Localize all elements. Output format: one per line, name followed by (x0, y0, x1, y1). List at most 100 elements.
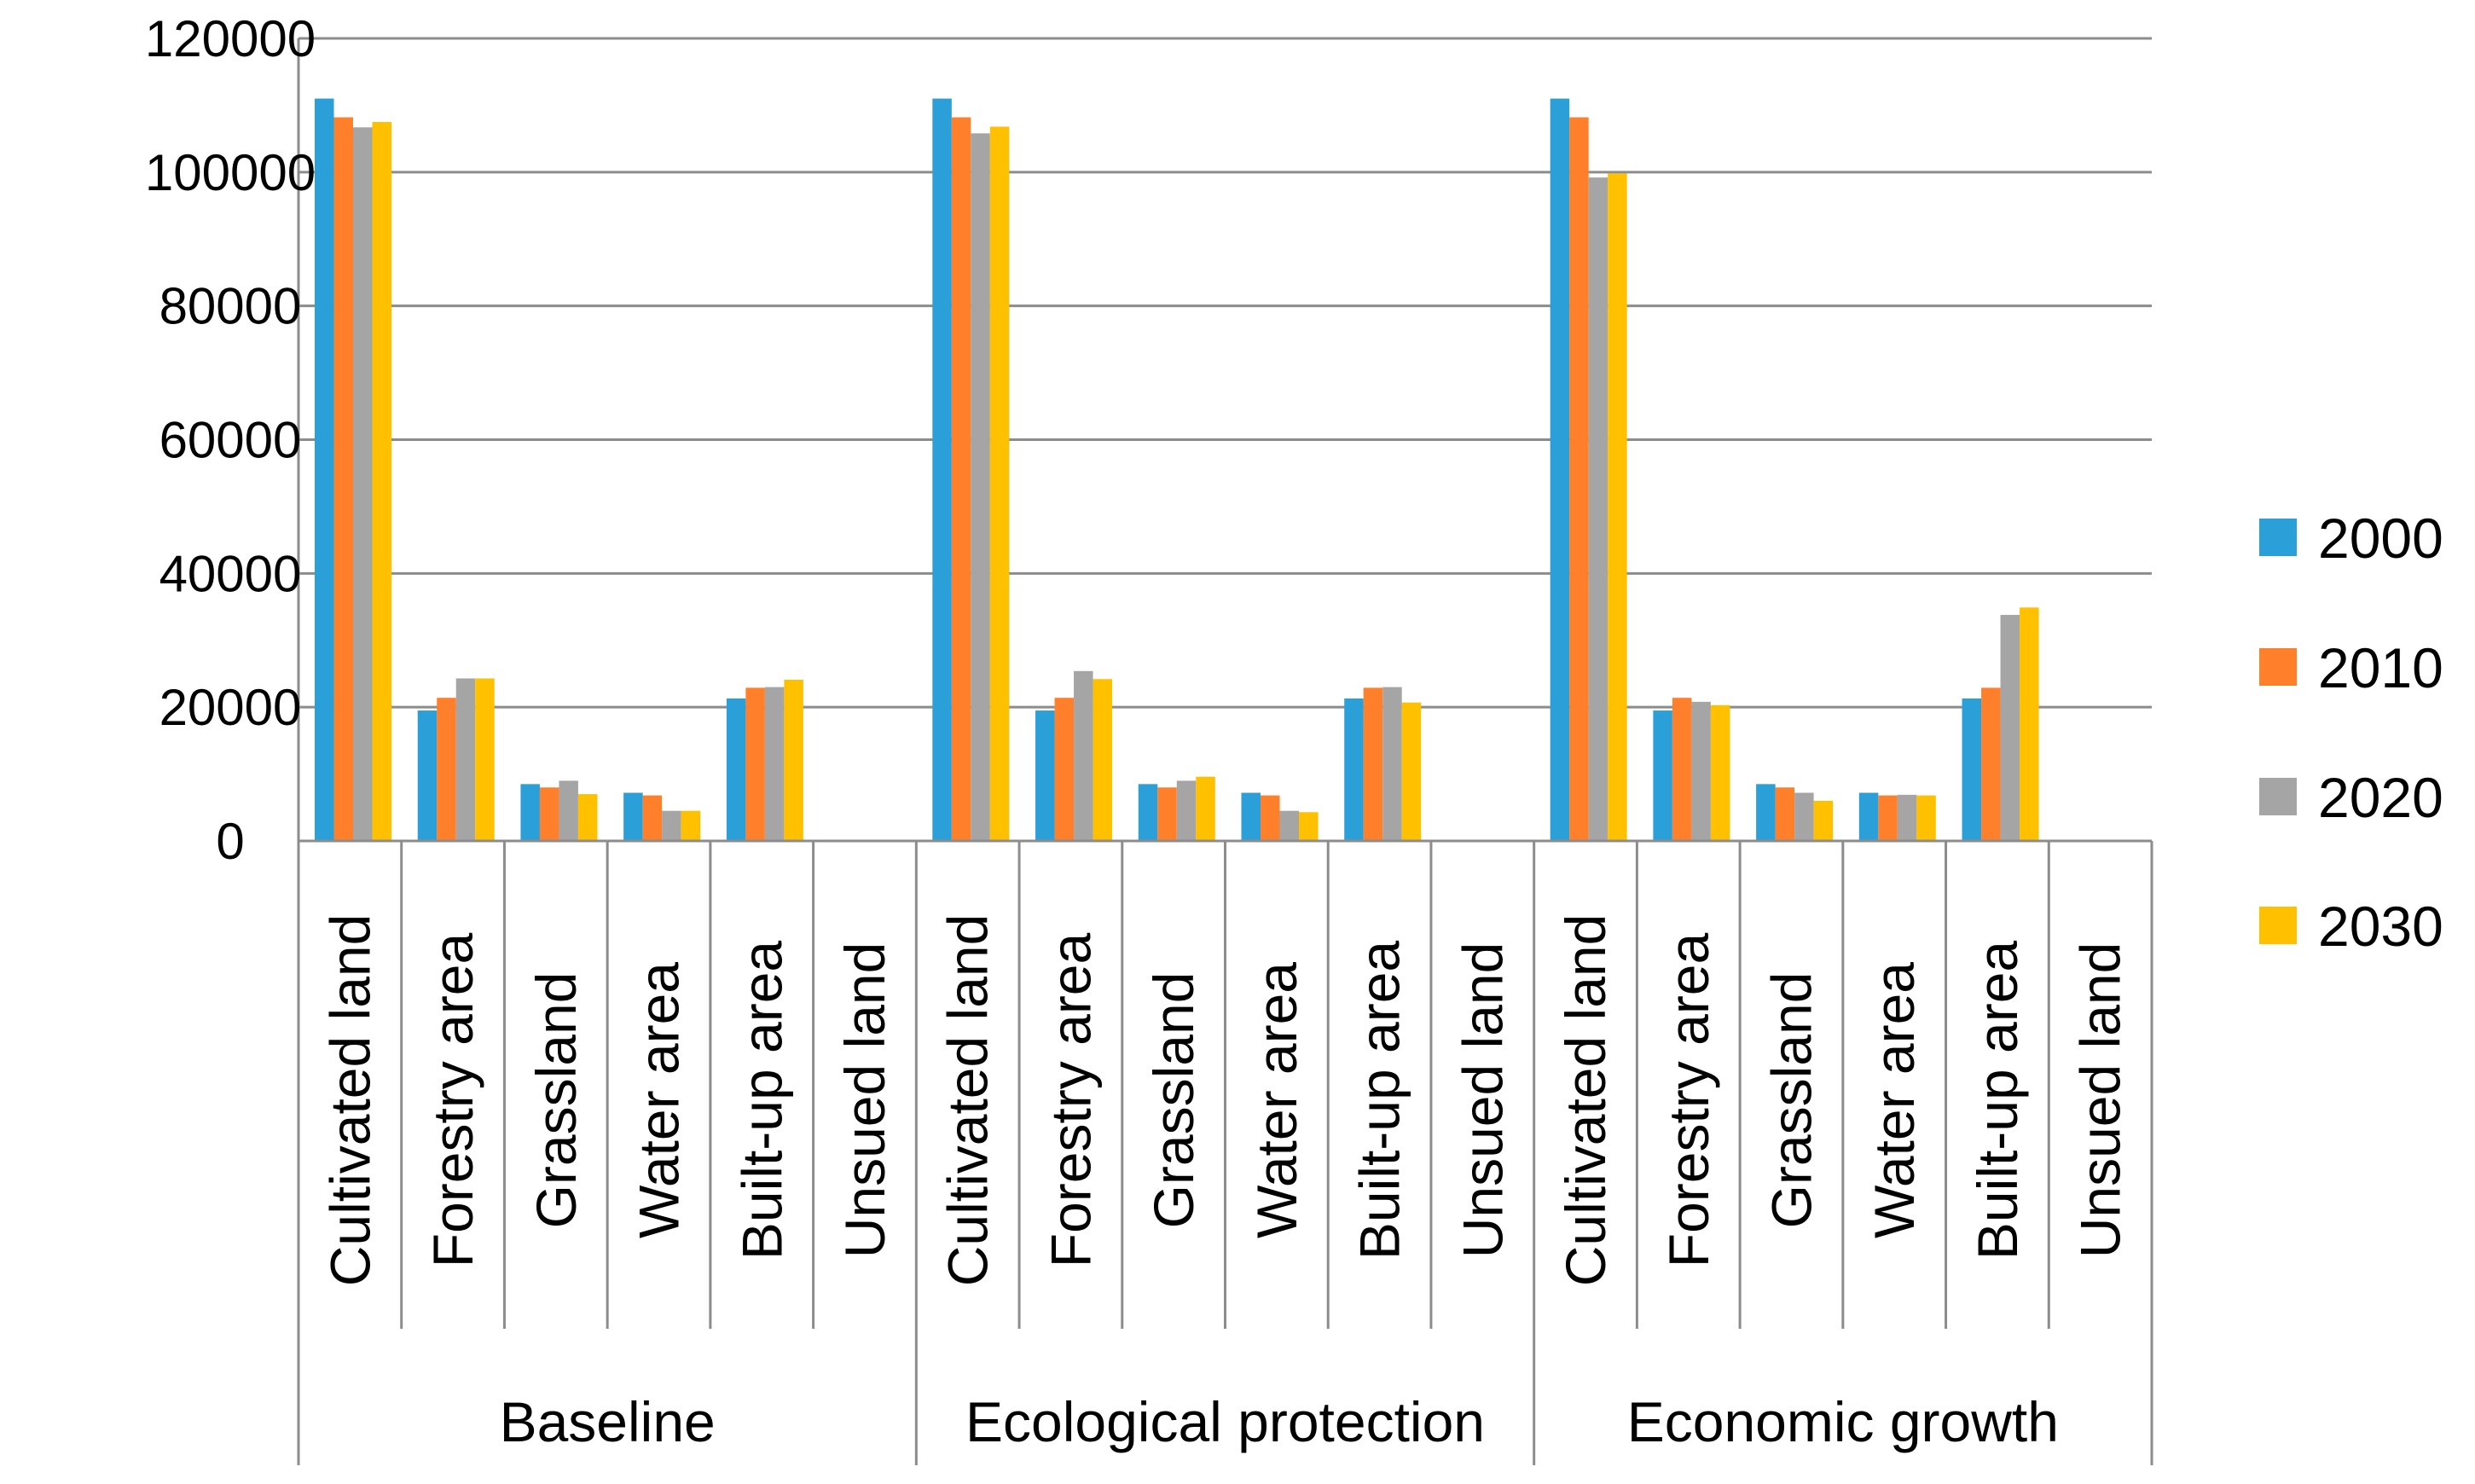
x-axis-group-labels: Baseline Ecological protection Economic gr… (500, 1390, 2059, 1453)
bar-baseline-cultivated-land-2020 (353, 127, 373, 841)
bar-economic-growth-forestry-area-2030 (1710, 704, 1730, 841)
bar-ecological-protection-forestry-area-2000 (1035, 710, 1055, 841)
category-label: Grassland (525, 972, 588, 1229)
bar-economic-growth-built-up-area-2020 (2000, 614, 2020, 841)
bar-ecological-protection-grassland-2000 (1138, 784, 1158, 841)
bar-ecological-protection-cultivated-land-2010 (951, 117, 971, 841)
bar-economic-growth-water-area-2000 (1858, 792, 1879, 841)
bar-ecological-protection-grassland-2020 (1176, 780, 1197, 841)
bar-economic-growth-forestry-area-2020 (1691, 701, 1711, 841)
bar-ecological-protection-forestry-area-2030 (1093, 679, 1113, 841)
bar-baseline-water-area-2020 (662, 810, 681, 841)
gridlines (299, 37, 2152, 709)
bar-economic-growth-cultivated-land-2010 (1569, 117, 1589, 841)
bar-baseline-grassland-2000 (520, 784, 540, 841)
bar-baseline-forestry-area-2010 (437, 698, 456, 841)
bar-ecological-protection-built-up-area-2030 (1401, 702, 1422, 841)
bars (315, 98, 2039, 842)
y-tick-label: 0 (216, 813, 244, 870)
bar-ecological-protection-grassland-2030 (1196, 776, 1215, 841)
bar-baseline-water-area-2030 (681, 810, 701, 841)
bar-baseline-cultivated-land-2030 (372, 122, 391, 842)
bar-baseline-built-up-area-2030 (784, 680, 803, 841)
category-label: Forestry area (1657, 932, 1720, 1267)
bar-economic-growth-water-area-2030 (1916, 795, 1936, 841)
bar-baseline-cultivated-land-2010 (333, 117, 353, 841)
bar-economic-growth-forestry-area-2000 (1653, 710, 1672, 841)
legend-label-2000: 2000 (2318, 507, 2443, 570)
bar-ecological-protection-cultivated-land-2030 (989, 126, 1010, 841)
bar-ecological-protection-built-up-area-2010 (1363, 687, 1383, 841)
bar-baseline-forestry-area-2030 (475, 678, 495, 841)
bar-ecological-protection-cultivated-land-2000 (932, 98, 952, 841)
y-tick-label: 20000 (159, 679, 302, 736)
legend-swatch-2010 (2259, 648, 2297, 686)
group-label: Baseline (500, 1390, 716, 1453)
bar-baseline-forestry-area-2020 (455, 678, 476, 841)
bar-ecological-protection-cultivated-land-2020 (971, 133, 990, 841)
y-tick-label: 40000 (159, 545, 302, 602)
bar-baseline-grassland-2010 (539, 787, 559, 841)
legend-swatch-2020 (2259, 778, 2297, 815)
legend-swatch-2000 (2259, 519, 2297, 556)
bar-baseline-grassland-2030 (577, 794, 598, 841)
bar-ecological-protection-grassland-2010 (1157, 787, 1177, 841)
bar-economic-growth-grassland-2000 (1756, 784, 1776, 841)
bar-economic-growth-cultivated-land-2000 (1550, 98, 1570, 841)
bar-ecological-protection-water-area-2030 (1299, 812, 1319, 841)
bar-ecological-protection-water-area-2000 (1241, 792, 1261, 841)
bar-economic-growth-built-up-area-2000 (1962, 698, 1982, 841)
bar-economic-growth-cultivated-land-2030 (1608, 173, 1627, 841)
category-label: Built-up area (730, 941, 793, 1261)
y-tick-label: 120000 (145, 10, 316, 67)
bar-ecological-protection-forestry-area-2010 (1054, 698, 1075, 841)
y-tick-label: 100000 (145, 144, 316, 201)
bar-economic-growth-forestry-area-2010 (1672, 698, 1692, 841)
legend-swatch-2030 (2259, 907, 2297, 944)
legend-label-2010: 2010 (2318, 636, 2443, 699)
category-label: Water area (1863, 962, 1926, 1238)
legend-label-2020: 2020 (2318, 766, 2443, 829)
category-label: Grassland (1142, 972, 1205, 1229)
bar-baseline-built-up-area-2010 (745, 687, 765, 841)
y-tick-label: 80000 (159, 278, 302, 335)
bar-baseline-cultivated-land-2000 (315, 98, 334, 841)
bar-economic-growth-water-area-2010 (1878, 795, 1898, 841)
category-label: Water area (628, 962, 691, 1238)
bar-baseline-built-up-area-2000 (726, 698, 746, 841)
category-label: Built-up area (1348, 941, 1411, 1261)
bar-ecological-protection-water-area-2010 (1261, 795, 1280, 841)
bar-economic-growth-grassland-2020 (1794, 792, 1814, 841)
category-label: Grassland (1759, 972, 1823, 1229)
bar-baseline-built-up-area-2020 (764, 687, 785, 841)
category-label: Built-up area (1966, 941, 2029, 1261)
bar-economic-growth-built-up-area-2010 (1981, 687, 2001, 841)
bar-economic-growth-cultivated-land-2020 (1588, 177, 1608, 841)
category-label: Unsued land (2069, 942, 2132, 1259)
bar-ecological-protection-built-up-area-2000 (1344, 698, 1364, 841)
category-label: Cultivated land (318, 914, 381, 1287)
category-label: Unsued land (1451, 942, 1514, 1259)
bar-economic-growth-grassland-2010 (1775, 787, 1795, 841)
bar-economic-growth-grassland-2030 (1813, 800, 1834, 841)
group-label: Economic growth (1627, 1390, 2059, 1453)
bar-economic-growth-water-area-2020 (1897, 794, 1917, 841)
legend: 2000 2010 2020 2030 (2259, 507, 2443, 958)
category-label: Water area (1245, 962, 1308, 1238)
bar-ecological-protection-built-up-area-2020 (1382, 687, 1402, 841)
bar-baseline-forestry-area-2000 (417, 710, 438, 841)
bar-ecological-protection-water-area-2020 (1279, 810, 1299, 841)
bar-economic-growth-built-up-area-2030 (2020, 607, 2039, 841)
bar-baseline-water-area-2010 (642, 795, 663, 841)
legend-label-2030: 2030 (2318, 895, 2443, 958)
category-label: Unsued land (833, 942, 896, 1259)
group-label: Ecological protection (965, 1390, 1485, 1453)
y-tick-label: 60000 (159, 412, 302, 469)
category-label: Cultivated land (936, 914, 1000, 1287)
bar-baseline-water-area-2000 (623, 792, 643, 841)
axes (297, 38, 2153, 1465)
category-label: Forestry area (1039, 932, 1102, 1267)
category-label: Cultivated land (1554, 914, 1617, 1287)
